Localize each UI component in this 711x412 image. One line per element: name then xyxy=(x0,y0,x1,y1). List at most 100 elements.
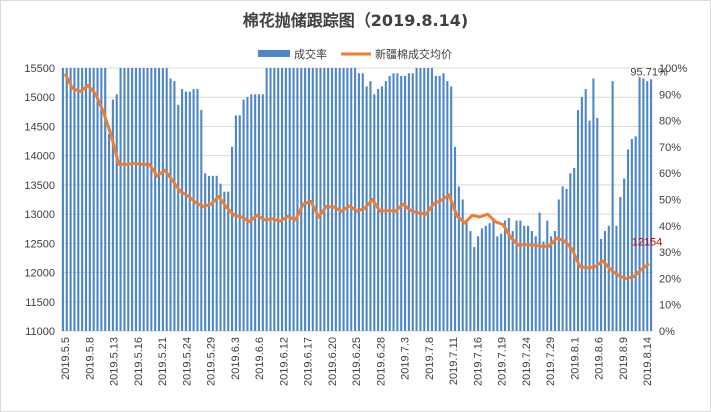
bar xyxy=(188,91,191,331)
bar xyxy=(461,199,464,331)
bar xyxy=(61,68,64,331)
bar xyxy=(484,225,487,331)
bar xyxy=(134,68,138,331)
x-tick-label: 2019.7.19 xyxy=(497,337,509,386)
legend-swatch-bar xyxy=(258,50,290,57)
y-right-tick-label: 0% xyxy=(659,326,675,338)
bar-annotation: 95.71% xyxy=(630,66,668,78)
bar xyxy=(173,81,176,332)
y-right-tick-label: 50% xyxy=(659,195,681,207)
x-tick-label: 2019.8.6 xyxy=(594,337,606,380)
y-left-tick-label: 12000 xyxy=(24,268,55,280)
x-tick-label: 2019.6.20 xyxy=(327,337,339,386)
bar xyxy=(465,220,468,331)
bar xyxy=(215,175,218,331)
bar xyxy=(277,68,280,331)
bar xyxy=(546,220,549,331)
bar xyxy=(119,68,122,331)
x-tick-label: 2019.7.11 xyxy=(448,337,460,385)
bar xyxy=(307,68,311,331)
x-tick-label: 2019.5.16 xyxy=(133,337,145,386)
bar xyxy=(623,178,626,331)
bar xyxy=(396,73,399,331)
bar xyxy=(100,68,103,331)
y-left-tick-label: 13000 xyxy=(24,209,55,221)
bar xyxy=(477,236,480,331)
x-tick-label: 2019.5.29 xyxy=(206,337,218,386)
bar xyxy=(403,75,407,331)
bar xyxy=(181,89,184,331)
x-tick-label: 2019.5.8 xyxy=(84,337,96,380)
x-tick-label: 2019.6.17 xyxy=(303,337,315,386)
bar xyxy=(304,68,307,331)
y-left-tick-label: 14500 xyxy=(24,121,55,133)
bar xyxy=(646,81,649,332)
bar xyxy=(254,94,257,331)
bar xyxy=(588,120,591,331)
x-tick-label: 2019.7.8 xyxy=(424,337,436,380)
bar xyxy=(550,236,553,331)
bar xyxy=(519,220,522,331)
bar xyxy=(361,73,364,331)
bar xyxy=(600,238,603,331)
x-tick-label: 2019.5.21 xyxy=(157,337,169,386)
y-right-tick-label: 60% xyxy=(659,168,681,180)
y-left-tick-label: 15000 xyxy=(24,92,55,104)
bar xyxy=(580,96,583,332)
bar xyxy=(603,231,607,331)
bar xyxy=(73,68,76,331)
bar xyxy=(280,68,284,331)
bar xyxy=(242,99,245,331)
bar xyxy=(634,136,637,331)
bar xyxy=(553,231,557,331)
bar xyxy=(131,68,134,331)
bar xyxy=(319,68,322,331)
x-tick-label: 2019.6.3 xyxy=(230,337,242,380)
bar xyxy=(530,231,533,331)
bar xyxy=(569,173,572,331)
bar xyxy=(292,68,295,331)
bar xyxy=(442,73,445,331)
bar xyxy=(638,77,641,331)
bar xyxy=(357,73,360,331)
bar xyxy=(315,68,318,331)
bar xyxy=(354,68,357,331)
x-tick-label: 2019.7.16 xyxy=(472,337,484,386)
bar xyxy=(611,81,614,332)
bar xyxy=(273,68,276,331)
bar xyxy=(138,68,141,331)
x-tick-label: 2019.6.28 xyxy=(375,337,387,386)
bar xyxy=(161,68,164,331)
bar xyxy=(480,228,483,331)
bar xyxy=(427,68,430,331)
bar xyxy=(469,231,472,331)
bar xyxy=(542,241,545,331)
bar xyxy=(238,115,241,331)
bar xyxy=(284,68,287,331)
y-right-tick-label: 40% xyxy=(659,221,681,233)
bar xyxy=(223,191,226,331)
bar xyxy=(561,186,564,331)
bar xyxy=(265,68,268,331)
bar xyxy=(234,115,237,331)
bar xyxy=(407,73,410,331)
bar xyxy=(557,199,560,331)
y-left-tick-label: 11000 xyxy=(25,326,55,338)
bar xyxy=(419,68,422,331)
x-tick-label: 2019.7.3 xyxy=(400,337,412,380)
bar xyxy=(615,225,618,331)
y-left-tick-label: 15500 xyxy=(24,63,55,75)
bar xyxy=(630,139,633,331)
bar xyxy=(392,73,395,331)
bar xyxy=(246,96,249,332)
bar xyxy=(69,68,72,331)
y-left-tick-label: 11500 xyxy=(25,297,55,309)
bar xyxy=(154,68,157,331)
bar xyxy=(204,173,207,331)
bar xyxy=(127,68,130,331)
bar xyxy=(523,225,526,331)
bar xyxy=(300,68,303,331)
bar xyxy=(323,68,326,331)
y-right-tick-label: 70% xyxy=(659,142,681,154)
